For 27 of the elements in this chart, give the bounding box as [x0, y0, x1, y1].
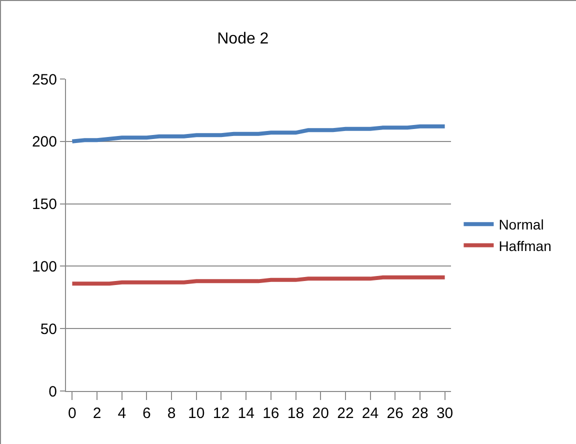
- y-tick-label: 200: [32, 134, 57, 151]
- x-tick-label: 12: [212, 405, 230, 422]
- x-tick-label: 18: [287, 405, 304, 422]
- x-tick-label: 10: [188, 405, 205, 422]
- x-tick-label: 24: [362, 405, 379, 422]
- legend-label: Haffman: [498, 238, 552, 254]
- x-tick-label: 8: [167, 405, 176, 422]
- line-series: [70, 124, 447, 144]
- legend-label: Normal: [498, 216, 544, 233]
- y-tick-label: 250: [32, 71, 57, 88]
- y-tick-label: 0: [48, 383, 57, 400]
- x-tick-label: 4: [118, 405, 126, 422]
- x-tick-label: 20: [312, 405, 329, 422]
- chart-title: Node 2: [217, 30, 269, 48]
- x-tick-label: 28: [412, 405, 428, 422]
- y-tick-label: 50: [40, 320, 57, 338]
- x-tick-label: 2: [92, 405, 102, 422]
- x-tick-label: 6: [142, 405, 151, 422]
- x-tick-label: 26: [386, 405, 404, 422]
- line-series: [70, 275, 447, 286]
- y-tick-label: 100: [32, 258, 57, 276]
- y-tick-label: 150: [32, 196, 57, 214]
- x-tick-label: 30: [436, 405, 454, 422]
- x-tick-label: 16: [262, 405, 280, 422]
- x-tick-label: 0: [68, 405, 76, 422]
- x-tick-label: 14: [238, 405, 254, 422]
- x-tick-label: 22: [337, 405, 354, 422]
